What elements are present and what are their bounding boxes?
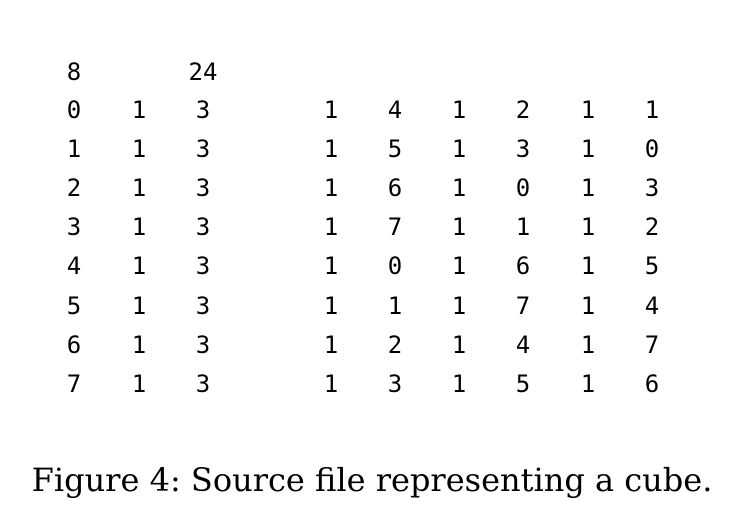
listing-value: 7 — [515, 292, 531, 320]
listing-value: 3 — [195, 370, 211, 398]
listing-value: 1 — [323, 174, 339, 202]
listing-value: 6 — [644, 370, 660, 398]
listing-value: 2 — [387, 331, 403, 359]
listing-value: 5 — [66, 292, 82, 320]
listing-value: 1 — [131, 331, 147, 359]
listing-value: 1 — [580, 370, 596, 398]
listing-value: 1 — [580, 213, 596, 241]
listing-value: 4 — [387, 96, 403, 124]
listing-value: 1 — [451, 213, 467, 241]
listing-value: 3 — [195, 135, 211, 163]
listing-value: 1 — [451, 252, 467, 280]
listing-value: 6 — [515, 252, 531, 280]
listing-value: 0 — [387, 252, 403, 280]
listing-value: 7 — [387, 213, 403, 241]
listing-value: 3 — [195, 174, 211, 202]
listing-value: 1 — [131, 252, 147, 280]
listing-value: 1 — [644, 96, 660, 124]
listing-value: 0 — [515, 174, 531, 202]
listing-value: 3 — [515, 135, 531, 163]
listing-value: 4 — [515, 331, 531, 359]
listing-value: 1 — [323, 252, 339, 280]
listing-value: 1 — [131, 174, 147, 202]
listing-value: 4 — [644, 292, 660, 320]
listing-value: 1 — [451, 331, 467, 359]
listing-value: 3 — [195, 213, 211, 241]
listing-value: 1 — [580, 292, 596, 320]
listing-value: 1 — [580, 252, 596, 280]
listing-value: 3 — [195, 96, 211, 124]
listing-value: 1 — [451, 135, 467, 163]
listing-value: 4 — [66, 252, 82, 280]
listing-value: 1 — [323, 292, 339, 320]
listing-value: 3 — [195, 292, 211, 320]
listing-value: 0 — [66, 96, 82, 124]
listing-value: 1 — [131, 292, 147, 320]
listing-value: 3 — [195, 252, 211, 280]
listing-value: 0 — [644, 135, 660, 163]
listing-value: 3 — [387, 370, 403, 398]
listing-value: 1 — [131, 96, 147, 124]
listing-value: 2 — [644, 213, 660, 241]
listing-value: 1 — [580, 135, 596, 163]
listing-value: 5 — [387, 135, 403, 163]
listing-value: 5 — [644, 252, 660, 280]
listing-value: 2 — [515, 96, 531, 124]
listing-value: 1 — [131, 370, 147, 398]
listing-value: 1 — [131, 213, 147, 241]
listing-value: 1 — [66, 135, 82, 163]
listing-value: 1 — [323, 96, 339, 124]
listing-value: 1 — [451, 174, 467, 202]
listing-value: 1 — [451, 96, 467, 124]
listing-value: 1 — [451, 292, 467, 320]
listing-value: 3 — [66, 213, 82, 241]
figure-caption: Figure 4: Source file representing a cub… — [31, 461, 713, 499]
header-value: 8 — [66, 58, 82, 86]
listing-value: 1 — [451, 370, 467, 398]
listing-value: 3 — [195, 331, 211, 359]
listing-value: 1 — [323, 370, 339, 398]
listing-value: 7 — [644, 331, 660, 359]
listing-value: 2 — [66, 174, 82, 202]
header-value: 24 — [188, 58, 218, 86]
listing-value: 1 — [580, 331, 596, 359]
listing-value: 5 — [515, 370, 531, 398]
listing-value: 1 — [323, 331, 339, 359]
listing-value: 1 — [323, 213, 339, 241]
listing-value: 3 — [644, 174, 660, 202]
listing-value: 1 — [580, 96, 596, 124]
listing-value: 7 — [66, 370, 82, 398]
listing-value: 1 — [131, 135, 147, 163]
listing-value: 6 — [387, 174, 403, 202]
listing-value: 6 — [66, 331, 82, 359]
listing-value: 1 — [323, 135, 339, 163]
listing-value: 1 — [515, 213, 531, 241]
listing-value: 1 — [387, 292, 403, 320]
listing-value: 1 — [580, 174, 596, 202]
